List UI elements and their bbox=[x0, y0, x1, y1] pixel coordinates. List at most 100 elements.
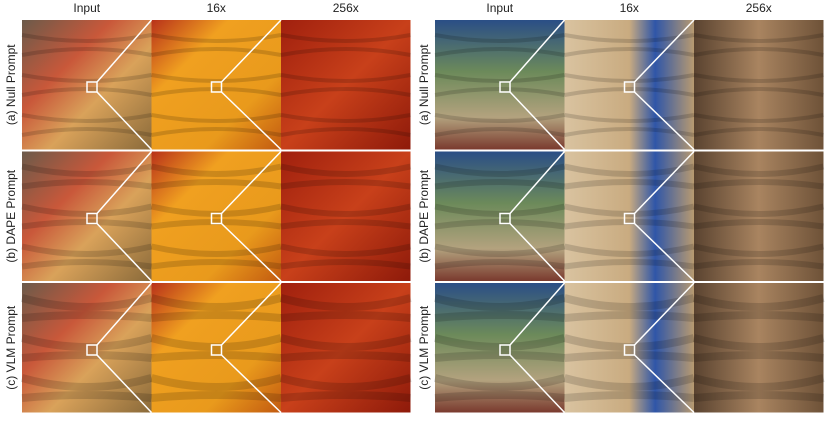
texture bbox=[21, 179, 152, 190]
texture bbox=[151, 179, 282, 190]
row-label: (c) VLM Prompt bbox=[417, 305, 431, 390]
texture bbox=[693, 243, 825, 257]
texture bbox=[151, 33, 282, 43]
texture bbox=[564, 33, 695, 43]
texture bbox=[693, 113, 824, 123]
texture bbox=[564, 127, 695, 137]
texture bbox=[280, 33, 411, 43]
texture bbox=[150, 163, 282, 177]
image-tile bbox=[694, 20, 824, 150]
zoom-line bbox=[633, 150, 695, 215]
zoom-box bbox=[623, 344, 636, 356]
zoom-box bbox=[210, 81, 223, 93]
column-header: 16x bbox=[207, 1, 226, 15]
texture bbox=[693, 33, 824, 43]
texture bbox=[693, 127, 824, 137]
texture bbox=[434, 311, 565, 322]
row-label: (b) DAPE Prompt bbox=[4, 169, 18, 262]
zoom-line bbox=[633, 91, 695, 151]
zoom-box bbox=[623, 81, 636, 93]
texture bbox=[563, 294, 696, 311]
texture bbox=[279, 334, 412, 351]
texture bbox=[280, 179, 411, 190]
texture bbox=[434, 179, 565, 190]
row-label: (b) DAPE Prompt bbox=[417, 169, 431, 262]
texture bbox=[280, 259, 411, 270]
texture bbox=[564, 47, 695, 57]
zoom-line bbox=[220, 354, 282, 414]
texture bbox=[280, 87, 411, 97]
zoom-box bbox=[210, 344, 223, 356]
texture bbox=[20, 294, 153, 311]
image-tile bbox=[694, 283, 824, 413]
texture bbox=[693, 203, 825, 217]
texture bbox=[564, 73, 695, 83]
texture bbox=[279, 374, 412, 391]
texture bbox=[151, 391, 282, 402]
zoom-box bbox=[210, 212, 223, 225]
texture bbox=[693, 219, 824, 230]
texture bbox=[693, 311, 824, 322]
zoom-line bbox=[509, 282, 566, 346]
zoom-box bbox=[86, 212, 98, 225]
texture bbox=[280, 127, 411, 137]
zoom-box bbox=[499, 344, 511, 356]
texture bbox=[151, 113, 282, 123]
image-tile bbox=[281, 151, 411, 281]
image-tile bbox=[281, 20, 411, 150]
zoom-line bbox=[509, 354, 566, 414]
texture bbox=[693, 47, 824, 57]
texture bbox=[563, 374, 696, 391]
zoom-line bbox=[96, 151, 153, 214]
texture bbox=[564, 87, 695, 97]
texture bbox=[693, 163, 825, 177]
zoom-line bbox=[220, 222, 282, 282]
texture bbox=[151, 311, 282, 322]
texture bbox=[693, 259, 824, 270]
texture bbox=[151, 87, 282, 97]
texture bbox=[20, 374, 153, 391]
texture bbox=[692, 294, 825, 311]
texture bbox=[563, 243, 695, 257]
texture bbox=[693, 73, 824, 83]
texture bbox=[280, 113, 411, 123]
texture bbox=[151, 219, 282, 230]
texture bbox=[693, 351, 824, 362]
zoom-line bbox=[96, 91, 153, 151]
texture bbox=[280, 351, 411, 362]
zoom-line bbox=[96, 19, 153, 83]
row-label: (c) VLM Prompt bbox=[4, 305, 18, 390]
texture bbox=[21, 243, 153, 257]
texture bbox=[280, 163, 412, 177]
texture bbox=[693, 87, 824, 97]
texture bbox=[564, 113, 695, 123]
texture bbox=[433, 374, 566, 391]
zoom-line bbox=[633, 282, 695, 346]
zoom-line bbox=[509, 222, 566, 282]
texture bbox=[434, 243, 566, 257]
zoom-line bbox=[96, 222, 153, 282]
texture bbox=[150, 243, 282, 257]
texture bbox=[280, 47, 411, 57]
texture bbox=[564, 219, 695, 230]
texture bbox=[151, 127, 282, 137]
texture bbox=[693, 179, 824, 190]
image-tile bbox=[281, 283, 411, 413]
texture bbox=[693, 391, 824, 402]
texture bbox=[21, 47, 152, 57]
zoom-line bbox=[220, 282, 282, 346]
texture bbox=[280, 243, 412, 257]
texture bbox=[563, 334, 696, 351]
texture bbox=[434, 73, 565, 83]
texture bbox=[280, 391, 411, 402]
texture bbox=[150, 374, 283, 391]
zoom-line bbox=[96, 354, 153, 414]
zoom-line bbox=[220, 150, 282, 215]
texture bbox=[280, 311, 411, 322]
zoom-box bbox=[499, 212, 511, 225]
texture bbox=[434, 163, 566, 177]
texture bbox=[564, 259, 695, 270]
zoom-box bbox=[86, 81, 98, 93]
texture bbox=[150, 294, 283, 311]
